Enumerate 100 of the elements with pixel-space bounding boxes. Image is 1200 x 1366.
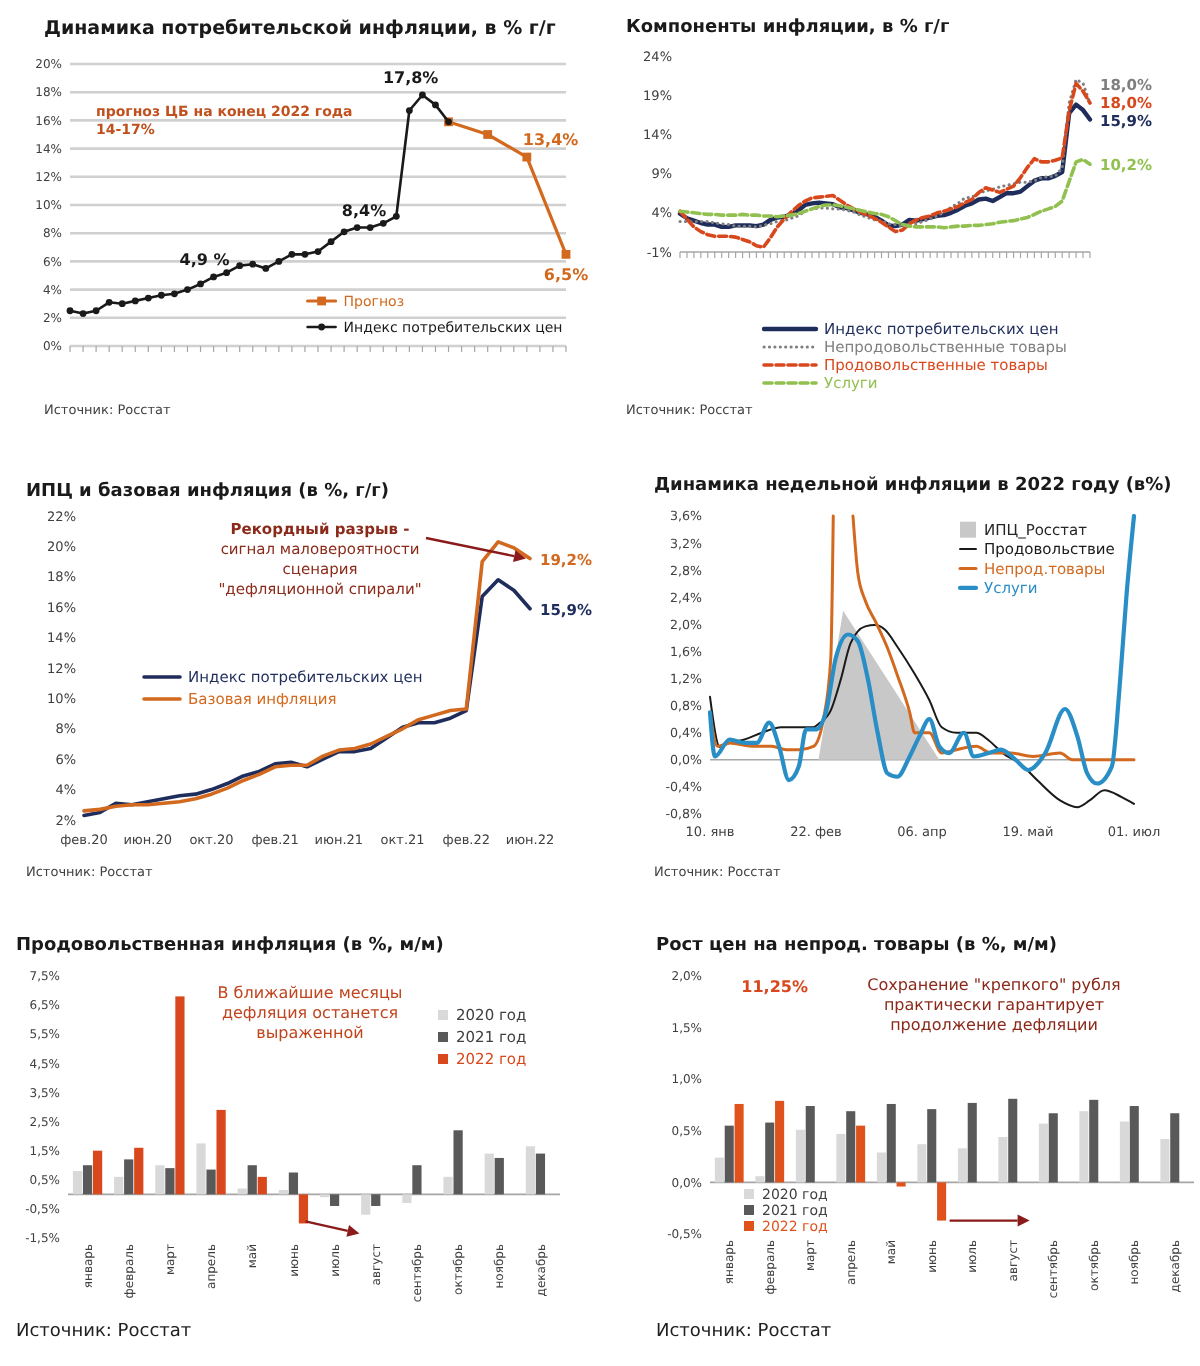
point — [262, 265, 270, 272]
point — [353, 224, 361, 231]
bar — [927, 1109, 937, 1183]
bar — [196, 1143, 206, 1195]
annotation: 11,25% — [741, 978, 808, 996]
chart-title: Динамика потребительской инфляции, в % г/г — [44, 18, 556, 40]
annotation: В ближайшие месяцы дефляция останется выраженной — [217, 984, 403, 1042]
text: Источник: Росстат — [656, 1322, 832, 1342]
point — [79, 310, 87, 317]
point — [197, 280, 204, 288]
bar — [134, 1147, 144, 1195]
bar — [124, 1159, 134, 1195]
point — [419, 91, 426, 99]
bar — [886, 1103, 896, 1183]
point — [327, 238, 335, 246]
bar — [92, 1150, 103, 1195]
point — [66, 307, 74, 315]
bar — [525, 1146, 536, 1195]
bar — [1048, 1113, 1058, 1183]
bar — [535, 1153, 546, 1195]
bar — [1170, 1113, 1180, 1183]
bar — [412, 1165, 422, 1195]
chart-title: Динамика недельной инфляции в 2022 году (в%) — [654, 476, 1172, 496]
bar — [82, 1165, 93, 1195]
bar — [402, 1194, 412, 1204]
bar — [443, 1176, 453, 1195]
bar — [155, 1165, 165, 1195]
bar — [361, 1194, 371, 1215]
chart-title: Продовольственная инфляция (в %, м/м) — [16, 936, 444, 956]
point — [236, 262, 244, 270]
bar — [1129, 1106, 1139, 1183]
point — [301, 250, 309, 258]
point — [405, 107, 413, 114]
point — [432, 101, 439, 109]
line-series — [678, 157, 1092, 230]
bar — [957, 1148, 967, 1183]
point — [366, 224, 374, 231]
bar — [216, 1109, 226, 1195]
point — [522, 152, 532, 162]
bar — [937, 1182, 947, 1221]
point — [184, 286, 191, 293]
bar — [805, 1106, 815, 1183]
data-label: 13,4% — [522, 131, 579, 150]
bar — [734, 1103, 744, 1183]
bar — [836, 1133, 846, 1183]
bar — [165, 1168, 175, 1195]
point — [223, 269, 231, 277]
bar — [72, 1171, 83, 1195]
bar — [846, 1111, 856, 1183]
point — [561, 249, 571, 259]
point — [144, 294, 152, 302]
bar — [1038, 1123, 1048, 1183]
bar — [917, 1144, 927, 1183]
bar — [1079, 1111, 1089, 1183]
point — [249, 260, 257, 268]
bar — [257, 1176, 267, 1195]
bar — [329, 1194, 340, 1206]
line-series — [82, 578, 532, 818]
bar — [998, 1136, 1008, 1183]
point — [171, 290, 178, 298]
point — [275, 258, 283, 265]
bar — [775, 1100, 785, 1183]
data-label: 8,4% — [341, 201, 387, 220]
point — [92, 307, 100, 315]
bar — [288, 1172, 299, 1195]
chart-title: Компоненты инфляции, в % г/г — [626, 18, 950, 38]
bar — [278, 1189, 288, 1195]
bar — [1008, 1098, 1018, 1183]
chart-title: Рост цен на непрод. товары (в %, м/м) — [656, 936, 1058, 956]
data-label: 17,8% — [382, 69, 439, 88]
bar — [247, 1165, 257, 1195]
line-series — [709, 624, 1135, 809]
bar — [298, 1194, 309, 1224]
bar — [453, 1130, 463, 1195]
point — [288, 250, 296, 258]
point — [157, 291, 165, 299]
point — [340, 228, 348, 236]
text: Источник: Росстат — [16, 1322, 192, 1342]
point — [118, 300, 126, 308]
point — [210, 273, 217, 281]
bar — [494, 1157, 504, 1195]
point — [314, 248, 322, 255]
bar — [765, 1122, 775, 1183]
bar — [724, 1125, 734, 1183]
bar — [175, 996, 185, 1195]
point — [105, 298, 113, 306]
bar — [206, 1169, 216, 1195]
bar — [856, 1125, 866, 1183]
line-series — [677, 102, 1093, 230]
bar — [1160, 1139, 1170, 1183]
bar — [755, 1176, 765, 1183]
bar — [371, 1194, 381, 1206]
bar — [1119, 1121, 1129, 1183]
bar — [114, 1176, 124, 1195]
bar — [714, 1157, 724, 1183]
point — [392, 212, 400, 220]
data-label: 6,5% — [543, 266, 589, 285]
point — [131, 297, 139, 305]
bar — [967, 1102, 977, 1183]
chart-title: ИПЦ и базовая инфляция (в %, г/г) — [26, 480, 389, 502]
